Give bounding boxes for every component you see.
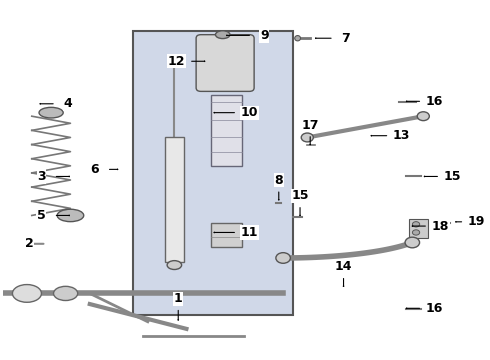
Bar [211, 95, 242, 166]
Ellipse shape [167, 261, 182, 270]
Text: 15: 15 [291, 189, 309, 202]
Text: 18: 18 [432, 220, 449, 233]
Ellipse shape [294, 36, 300, 41]
Text: 3: 3 [37, 170, 46, 183]
Text: 6: 6 [90, 163, 99, 176]
Ellipse shape [57, 209, 84, 222]
Bar [211, 222, 242, 247]
Text: 12: 12 [168, 55, 186, 68]
Text: 2: 2 [25, 237, 34, 250]
Ellipse shape [53, 286, 78, 301]
Text: 16: 16 [426, 95, 443, 108]
Ellipse shape [417, 112, 429, 121]
FancyBboxPatch shape [196, 35, 254, 91]
Ellipse shape [276, 253, 291, 263]
Text: 9: 9 [260, 29, 269, 42]
Text: 17: 17 [301, 118, 319, 131]
Text: 8: 8 [274, 174, 283, 187]
Ellipse shape [413, 222, 419, 227]
Text: 7: 7 [342, 32, 350, 45]
Text: 10: 10 [241, 106, 258, 119]
Ellipse shape [405, 237, 419, 248]
Ellipse shape [216, 31, 230, 39]
Ellipse shape [26, 240, 33, 247]
Ellipse shape [413, 230, 419, 235]
Ellipse shape [301, 133, 313, 142]
Ellipse shape [39, 107, 63, 118]
Text: 11: 11 [241, 226, 258, 239]
Text: 16: 16 [426, 302, 443, 315]
Text: 15: 15 [443, 170, 461, 183]
Text: 5: 5 [37, 209, 46, 222]
Bar [165, 138, 184, 261]
Text: 13: 13 [393, 129, 410, 142]
Text: 1: 1 [174, 292, 183, 305]
Text: 19: 19 [468, 215, 485, 228]
Text: 14: 14 [335, 260, 352, 273]
Bar [133, 31, 293, 315]
Ellipse shape [12, 284, 42, 302]
Bar [409, 219, 428, 238]
Text: 4: 4 [64, 97, 73, 110]
